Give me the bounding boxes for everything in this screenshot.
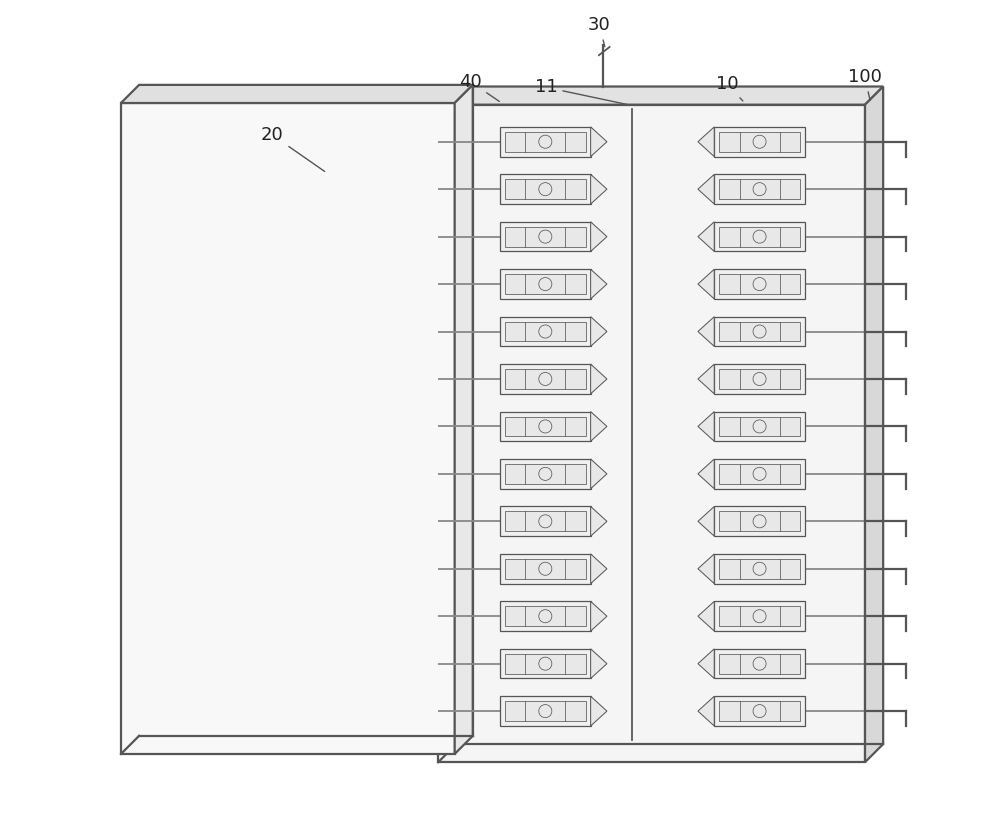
Polygon shape xyxy=(698,554,714,583)
Bar xyxy=(505,227,586,246)
Bar xyxy=(500,127,591,157)
Polygon shape xyxy=(591,696,607,726)
Text: 40: 40 xyxy=(459,73,499,101)
Bar xyxy=(500,222,591,251)
Bar xyxy=(714,175,805,204)
Bar xyxy=(500,269,591,299)
Bar xyxy=(719,606,800,626)
Bar xyxy=(714,648,805,678)
Bar xyxy=(505,180,586,199)
Bar xyxy=(505,559,586,578)
Polygon shape xyxy=(698,222,714,251)
Bar xyxy=(500,696,591,726)
Polygon shape xyxy=(698,364,714,394)
Bar xyxy=(505,321,586,341)
Polygon shape xyxy=(591,364,607,394)
Bar xyxy=(505,606,586,626)
Bar xyxy=(719,653,800,673)
Polygon shape xyxy=(698,175,714,204)
Polygon shape xyxy=(438,87,883,105)
Bar xyxy=(505,132,586,152)
Polygon shape xyxy=(698,602,714,631)
Polygon shape xyxy=(591,412,607,442)
Bar xyxy=(505,369,586,389)
Bar xyxy=(500,175,591,204)
Bar xyxy=(719,369,800,389)
Polygon shape xyxy=(438,105,865,762)
Polygon shape xyxy=(698,316,714,346)
Bar xyxy=(505,417,586,437)
Bar xyxy=(500,412,591,442)
Polygon shape xyxy=(591,602,607,631)
Bar xyxy=(714,269,805,299)
Bar xyxy=(505,274,586,294)
Bar xyxy=(500,316,591,346)
Polygon shape xyxy=(865,87,883,762)
Bar xyxy=(719,464,800,484)
Bar xyxy=(719,417,800,437)
Bar xyxy=(500,507,591,536)
Bar xyxy=(719,274,800,294)
Bar xyxy=(500,364,591,394)
Polygon shape xyxy=(591,269,607,299)
Polygon shape xyxy=(591,127,607,157)
Bar xyxy=(714,412,805,442)
Polygon shape xyxy=(698,696,714,726)
Bar xyxy=(505,701,586,721)
Bar xyxy=(714,364,805,394)
Text: 20: 20 xyxy=(261,126,325,171)
Text: 30: 30 xyxy=(588,16,611,47)
Bar xyxy=(714,602,805,631)
Bar xyxy=(714,696,805,726)
Bar xyxy=(719,180,800,199)
Polygon shape xyxy=(591,507,607,536)
Bar xyxy=(714,507,805,536)
Polygon shape xyxy=(455,85,473,754)
Polygon shape xyxy=(698,127,714,157)
Polygon shape xyxy=(591,316,607,346)
Polygon shape xyxy=(698,507,714,536)
Bar xyxy=(719,132,800,152)
Polygon shape xyxy=(121,103,455,754)
Bar xyxy=(714,316,805,346)
Polygon shape xyxy=(591,175,607,204)
Polygon shape xyxy=(591,648,607,678)
Bar xyxy=(714,222,805,251)
Bar xyxy=(714,554,805,583)
Bar xyxy=(719,321,800,341)
Bar xyxy=(500,602,591,631)
Bar xyxy=(500,554,591,583)
Text: 100: 100 xyxy=(848,68,882,101)
Bar xyxy=(505,512,586,531)
Polygon shape xyxy=(591,222,607,251)
Text: 11: 11 xyxy=(535,78,629,105)
Bar xyxy=(505,653,586,673)
Polygon shape xyxy=(591,459,607,489)
Polygon shape xyxy=(591,554,607,583)
Bar xyxy=(719,701,800,721)
Polygon shape xyxy=(698,269,714,299)
Polygon shape xyxy=(698,412,714,442)
Text: 10: 10 xyxy=(716,75,743,101)
Bar xyxy=(500,459,591,489)
Bar xyxy=(714,127,805,157)
Polygon shape xyxy=(698,648,714,678)
Bar xyxy=(719,227,800,246)
Bar xyxy=(505,464,586,484)
Bar xyxy=(714,459,805,489)
Bar xyxy=(500,648,591,678)
Polygon shape xyxy=(698,459,714,489)
Bar xyxy=(719,559,800,578)
Bar xyxy=(719,512,800,531)
Polygon shape xyxy=(121,85,473,103)
